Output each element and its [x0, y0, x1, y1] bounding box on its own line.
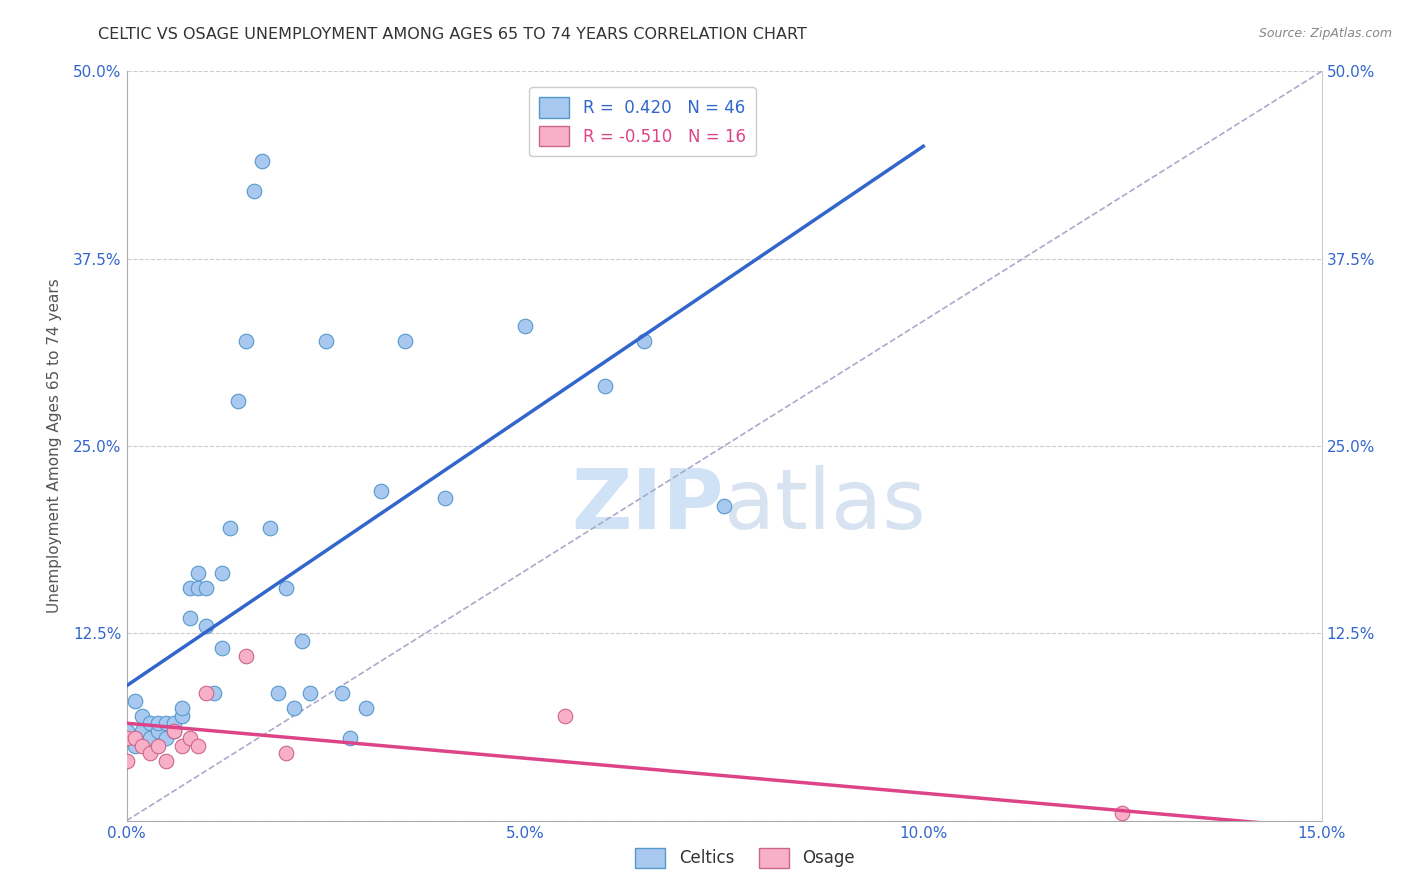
Point [219, 521, 242, 535]
Point [633, 334, 655, 348]
Point [179, 611, 201, 625]
Point [155, 731, 177, 746]
Point [298, 686, 321, 700]
Text: ZIP: ZIP [572, 466, 724, 547]
Point [315, 334, 337, 348]
Point [124, 739, 146, 753]
Text: CELTIC VS OSAGE UNEMPLOYMENT AMONG AGES 65 TO 74 YEARS CORRELATION CHART: CELTIC VS OSAGE UNEMPLOYMENT AMONG AGES … [98, 27, 807, 42]
Point [593, 379, 616, 393]
Point [124, 731, 146, 746]
Point [291, 633, 314, 648]
Point [124, 694, 146, 708]
Point [1111, 806, 1133, 821]
Point [179, 731, 201, 746]
Point [172, 708, 194, 723]
Point [370, 483, 392, 498]
Point [195, 686, 218, 700]
Point [235, 648, 257, 663]
Point [187, 566, 209, 581]
Text: Source: ZipAtlas.com: Source: ZipAtlas.com [1258, 27, 1392, 40]
Point [226, 394, 249, 409]
Point [155, 716, 177, 731]
Point [554, 708, 576, 723]
Point [179, 582, 201, 596]
Point [235, 334, 257, 348]
Point [163, 723, 186, 738]
Point [202, 686, 225, 700]
Legend: R =  0.420   N = 46, R = -0.510   N = 16: R = 0.420 N = 46, R = -0.510 N = 16 [529, 87, 755, 156]
Point [139, 746, 162, 760]
Point [274, 746, 297, 760]
Point [394, 334, 416, 348]
Point [187, 739, 209, 753]
Point [115, 723, 138, 738]
Point [250, 154, 273, 169]
Point [139, 716, 162, 731]
Point [513, 319, 536, 334]
Y-axis label: Unemployment Among Ages 65 to 74 years: Unemployment Among Ages 65 to 74 years [46, 278, 62, 614]
Point [155, 754, 177, 768]
Point [187, 582, 209, 596]
Legend: Celtics, Osage: Celtics, Osage [628, 841, 862, 875]
Point [434, 491, 457, 506]
Point [211, 641, 233, 656]
Point [330, 686, 353, 700]
Point [131, 723, 153, 738]
Point [148, 723, 170, 738]
Point [115, 731, 138, 746]
Point [131, 708, 153, 723]
Point [172, 739, 194, 753]
Point [354, 701, 377, 715]
Text: atlas: atlas [724, 466, 925, 547]
Point [274, 582, 297, 596]
Point [115, 754, 138, 768]
Point [259, 521, 281, 535]
Point [195, 619, 218, 633]
Point [713, 499, 735, 513]
Point [139, 731, 162, 746]
Point [163, 716, 186, 731]
Point [267, 686, 290, 700]
Point [243, 184, 266, 198]
Point [131, 739, 153, 753]
Point [283, 701, 305, 715]
Point [339, 731, 361, 746]
Point [172, 701, 194, 715]
Point [148, 716, 170, 731]
Point [148, 739, 170, 753]
Point [211, 566, 233, 581]
Point [195, 582, 218, 596]
Point [163, 723, 186, 738]
